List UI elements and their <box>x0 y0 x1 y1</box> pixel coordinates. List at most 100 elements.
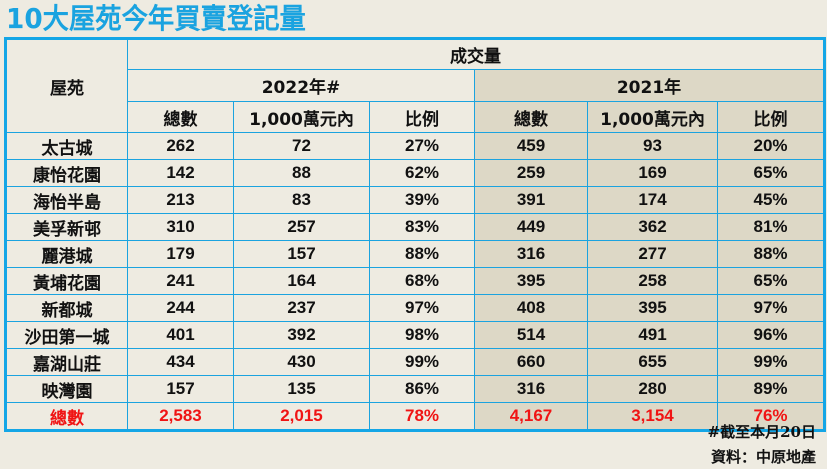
under10m-2022: 164 <box>233 267 370 295</box>
table-row: 海怡半島 213 83 39% 391 174 45% <box>5 186 826 214</box>
table-row: 麗港城 179 157 88% 316 277 88% <box>5 240 826 268</box>
estate-name: 麗港城 <box>5 240 128 268</box>
col-header-2021-total: 總數 <box>474 101 588 133</box>
estate-name: 康怡花園 <box>5 159 128 187</box>
ratio-2022: 86% <box>369 375 475 403</box>
total-2021: 4,167 <box>474 402 588 431</box>
ratio-2022: 97% <box>369 294 475 322</box>
under10m-2021: 655 <box>587 348 718 376</box>
table-row: 沙田第一城 401 392 98% 514 491 96% <box>5 321 826 349</box>
ratio-2022: 62% <box>369 159 475 187</box>
table-row: 康怡花園 142 88 62% 259 169 65% <box>5 159 826 187</box>
estate-name: 新都城 <box>5 294 128 322</box>
total-2022: 310 <box>127 213 234 241</box>
estate-name: 黃埔花園 <box>5 267 128 295</box>
under10m-2022: 72 <box>233 132 370 160</box>
total-2022: 157 <box>127 375 234 403</box>
ratio-2021: 99% <box>716 348 826 376</box>
under10m-2022: 88 <box>233 159 370 187</box>
ratio-2021: 96% <box>716 321 826 349</box>
ratio-2021: 81% <box>716 213 826 241</box>
under10m-2022: 237 <box>233 294 370 322</box>
ratio-2021: 20% <box>716 132 826 160</box>
table-row: 新都城 244 237 97% 408 395 97% <box>5 294 826 322</box>
total-2021: 449 <box>474 213 588 241</box>
under10m-2022: 83 <box>233 186 370 214</box>
total-2021: 316 <box>474 240 588 268</box>
table-row: 嘉湖山莊 434 430 99% 660 655 99% <box>5 348 826 376</box>
ratio-2022: 88% <box>369 240 475 268</box>
under10m-2021: 174 <box>587 186 718 214</box>
ratio-2021: 65% <box>716 267 826 295</box>
total-2022: 2,583 <box>127 402 234 431</box>
year-2022-header: 2022年# <box>127 69 475 102</box>
total-2021: 316 <box>474 375 588 403</box>
ratio-2022: 99% <box>369 348 475 376</box>
total-label: 總數 <box>5 402 128 431</box>
ratio-2022: 78% <box>369 402 475 431</box>
ratio-2021: 88% <box>716 240 826 268</box>
estate-name: 沙田第一城 <box>5 321 128 349</box>
total-2021: 391 <box>474 186 588 214</box>
total-2021: 408 <box>474 294 588 322</box>
year-2021-header: 2021年 <box>473 69 826 102</box>
footnote: #截至本月20日 <box>707 423 816 441</box>
under10m-2021: 362 <box>587 213 718 241</box>
total-2022: 262 <box>127 132 234 160</box>
col-header-2022-ratio: 比例 <box>369 101 475 133</box>
total-2021: 395 <box>474 267 588 295</box>
under10m-2022: 2,015 <box>233 402 370 431</box>
under10m-2021: 93 <box>587 132 718 160</box>
table-row: 太古城 262 72 27% 459 93 20% <box>5 132 826 160</box>
estate-name: 嘉湖山莊 <box>5 348 128 376</box>
page-title: 10大屋苑今年買賣登記量 <box>6 2 306 35</box>
under10m-2022: 135 <box>233 375 370 403</box>
total-2022: 244 <box>127 294 234 322</box>
total-2021: 459 <box>474 132 588 160</box>
ratio-2022: 39% <box>369 186 475 214</box>
estate-header: 屋苑 <box>5 38 128 133</box>
under10m-2022: 430 <box>233 348 370 376</box>
total-2022: 401 <box>127 321 234 349</box>
ratio-2022: 68% <box>369 267 475 295</box>
under10m-2022: 392 <box>233 321 370 349</box>
total-2021: 660 <box>474 348 588 376</box>
total-2021: 259 <box>474 159 588 187</box>
transactions-table: 屋苑 成交量 2022年# 2021年 總數 1,000萬元內 比例 總數 1,… <box>4 37 827 432</box>
under10m-2021: 169 <box>587 159 718 187</box>
total-2022: 213 <box>127 186 234 214</box>
estate-name: 海怡半島 <box>5 186 128 214</box>
total-2021: 514 <box>474 321 588 349</box>
total-2022: 434 <box>127 348 234 376</box>
under10m-2021: 277 <box>587 240 718 268</box>
table-row: 映灣園 157 135 86% 316 280 89% <box>5 375 826 403</box>
ratio-2021: 65% <box>716 159 826 187</box>
table-row: 美孚新邨 310 257 83% 449 362 81% <box>5 213 826 241</box>
ratio-2021: 45% <box>716 186 826 214</box>
estate-name: 映灣園 <box>5 375 128 403</box>
group-header: 成交量 <box>126 38 826 70</box>
ratio-2021: 76% <box>716 402 826 431</box>
under10m-2022: 257 <box>233 213 370 241</box>
estate-name: 太古城 <box>5 132 128 160</box>
ratio-2021: 97% <box>716 294 826 322</box>
estate-name: 美孚新邨 <box>5 213 128 241</box>
source-credit: 資料：中原地產 <box>710 448 816 466</box>
total-2022: 179 <box>127 240 234 268</box>
col-header-2022-total: 總數 <box>127 101 234 133</box>
under10m-2021: 3,154 <box>587 402 718 431</box>
under10m-2022: 157 <box>233 240 370 268</box>
under10m-2021: 258 <box>587 267 718 295</box>
ratio-2022: 83% <box>369 213 475 241</box>
ratio-2022: 98% <box>369 321 475 349</box>
col-header-2021-under10m: 1,000萬元內 <box>587 101 718 133</box>
under10m-2021: 280 <box>587 375 718 403</box>
total-row: 總數 2,583 2,015 78% 4,167 3,154 76% <box>5 402 826 431</box>
total-2022: 142 <box>127 159 234 187</box>
col-header-2022-under10m: 1,000萬元內 <box>233 101 370 133</box>
ratio-2021: 89% <box>716 375 826 403</box>
total-2022: 241 <box>127 267 234 295</box>
col-header-2021-ratio: 比例 <box>716 101 826 133</box>
under10m-2021: 395 <box>587 294 718 322</box>
under10m-2021: 491 <box>587 321 718 349</box>
